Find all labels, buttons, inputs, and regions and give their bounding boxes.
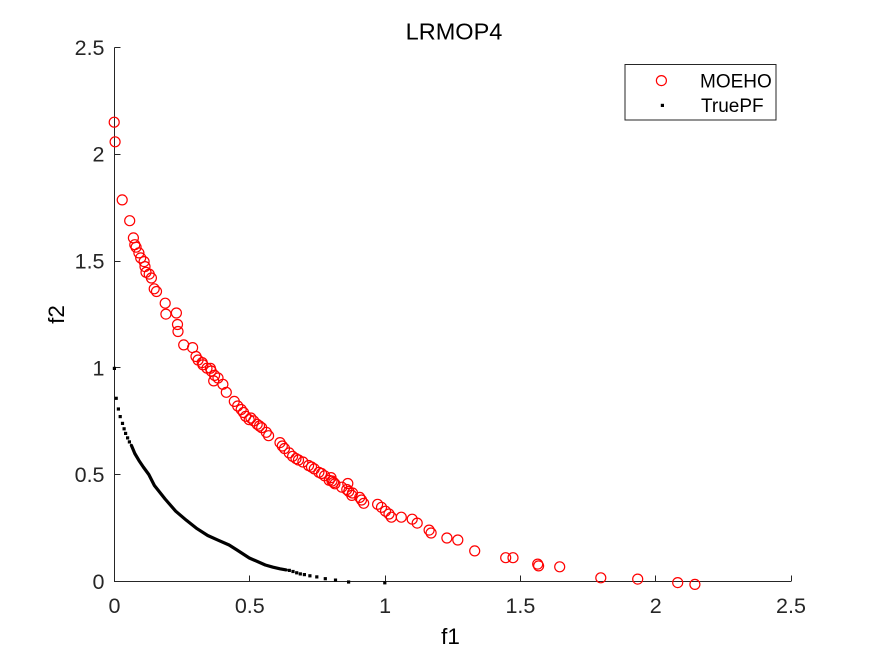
svg-text:f1: f1 [441, 624, 460, 649]
svg-text:f2: f2 [44, 305, 69, 324]
svg-text:1: 1 [379, 594, 391, 618]
svg-text:2.5: 2.5 [75, 36, 105, 60]
svg-text:1.5: 1.5 [505, 594, 535, 618]
svg-text:2: 2 [93, 143, 105, 167]
svg-text:2: 2 [650, 594, 662, 618]
svg-text:LRMOP4: LRMOP4 [406, 19, 503, 45]
svg-text:MOEHO: MOEHO [700, 71, 772, 92]
svg-text:0: 0 [109, 594, 121, 618]
svg-text:1.5: 1.5 [75, 250, 105, 274]
svg-text:0: 0 [93, 570, 105, 594]
svg-text:0.5: 0.5 [75, 463, 105, 487]
svg-text:1: 1 [93, 356, 105, 380]
svg-text:0.5: 0.5 [235, 594, 265, 618]
svg-text:TruePF: TruePF [701, 96, 764, 117]
svg-text:2.5: 2.5 [776, 594, 806, 618]
